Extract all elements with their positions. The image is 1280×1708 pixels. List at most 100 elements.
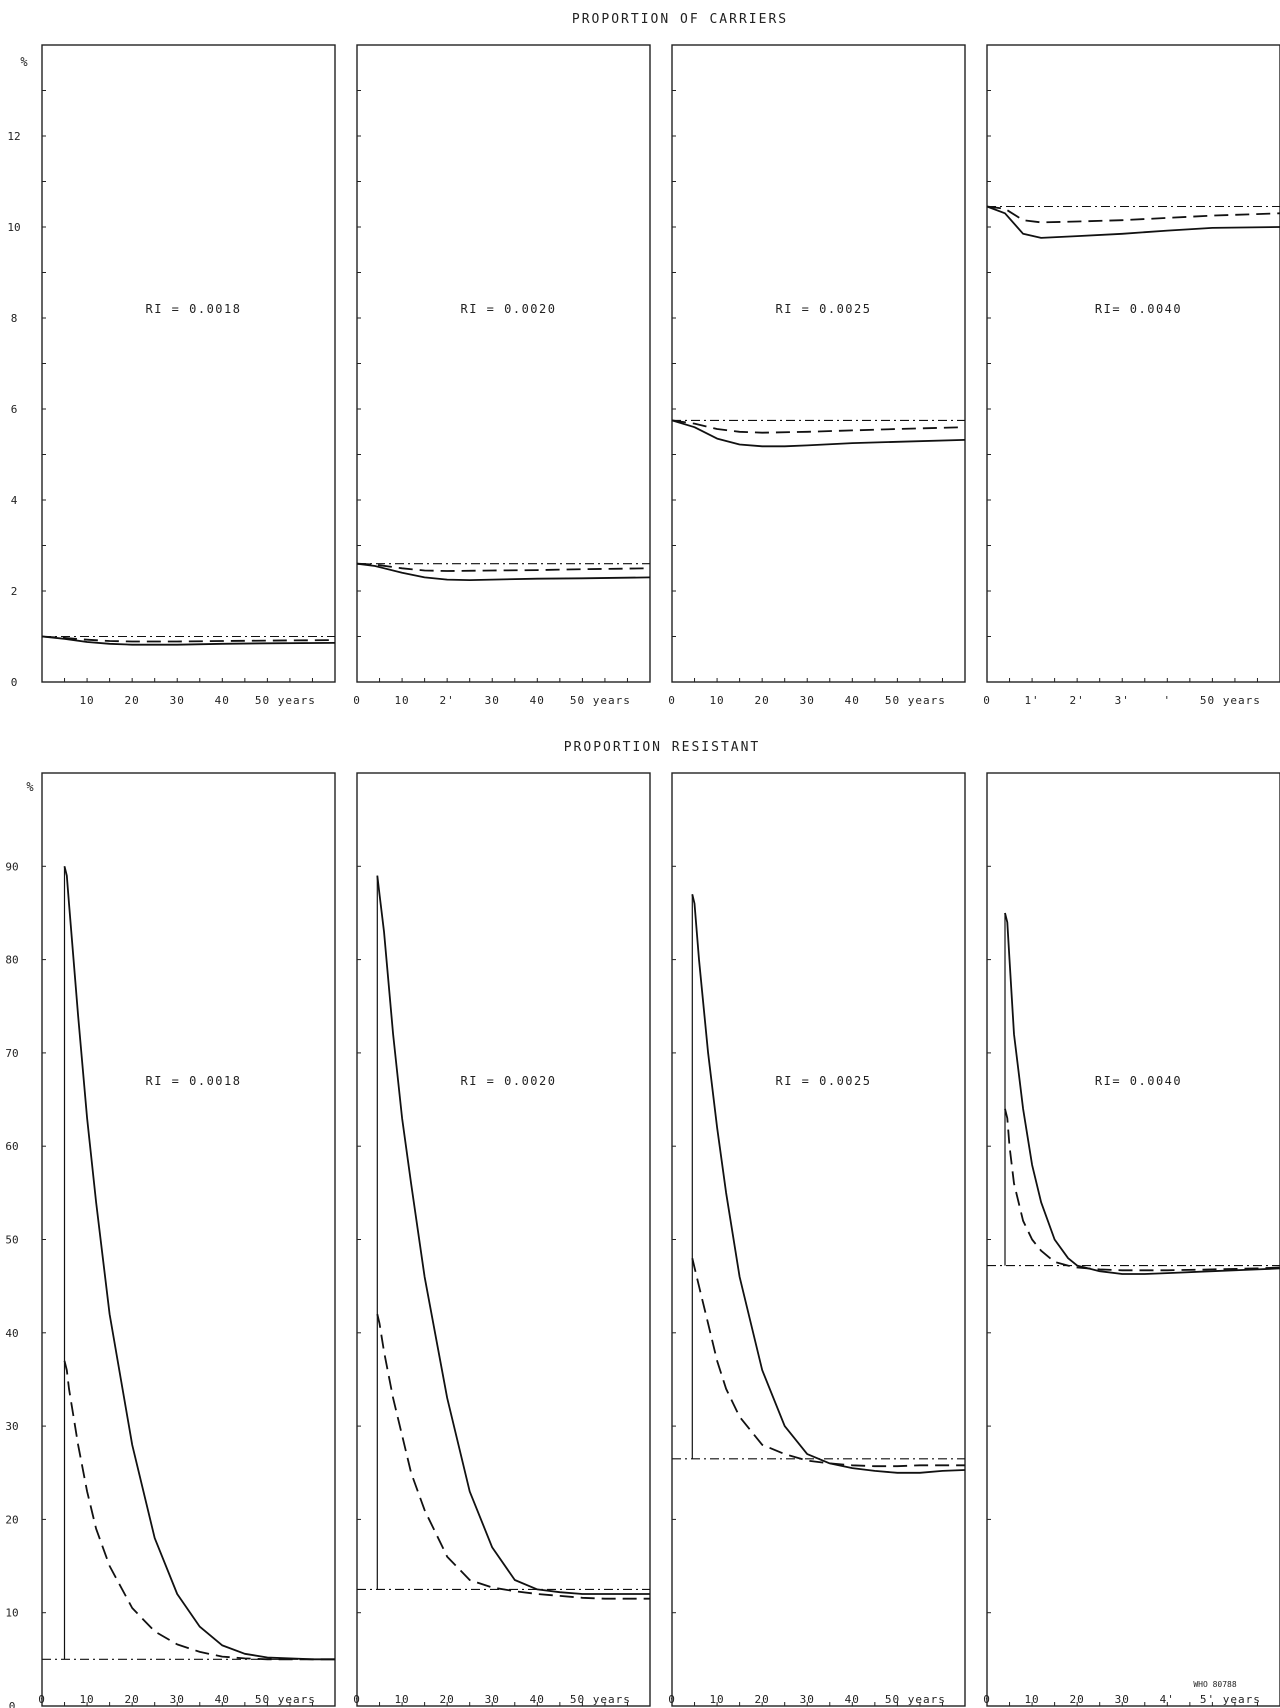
- x-tick-label: 3': [1115, 694, 1130, 707]
- y-tick-label: 80: [5, 954, 18, 967]
- panel-annotation: RI = 0.0020: [461, 302, 557, 316]
- x-tick-label: 30: [800, 694, 815, 707]
- y-tick-label: 90: [5, 860, 18, 873]
- y-tick-label: 12: [7, 130, 20, 143]
- x-tick-label: 10: [1024, 1693, 1039, 1706]
- x-tick-label: 50 years: [885, 1693, 946, 1706]
- x-tick-label: 1': [1024, 694, 1039, 707]
- y-tick-label: 0: [11, 676, 18, 689]
- y-tick-label: 8: [11, 312, 18, 325]
- x-tick-label: 10: [709, 694, 724, 707]
- x-tick-label: 20: [1070, 1693, 1085, 1706]
- panel-frame: [356, 44, 651, 683]
- x-tick-label: 50 years: [885, 694, 946, 707]
- panel-1-2: 0 10 20 30 40 50 years RI = 0.0025: [668, 772, 966, 1707]
- series-line-dashed: [63, 1360, 335, 1661]
- x-tick-label: 5' years: [1200, 1693, 1261, 1706]
- series-line-solid: [41, 635, 336, 646]
- series-line-dashed: [691, 1257, 965, 1468]
- series-line-solid: [691, 894, 966, 1474]
- x-tick-label: 0: [353, 694, 361, 707]
- y-tick-label: 10: [7, 221, 20, 234]
- chart-title-resistant: PROPORTION RESISTANT: [564, 740, 761, 755]
- y-tick-label: 4: [11, 494, 18, 507]
- x-tick-label: 40: [215, 1693, 230, 1706]
- panel-0-1: 0 10 2' 30 40 50 years RI = 0.0020: [353, 44, 651, 707]
- x-tick-label: 30: [485, 694, 500, 707]
- panel-frame: [671, 44, 966, 683]
- series-line-dashed: [1004, 1108, 1280, 1272]
- x-tick-label: 20: [755, 1693, 770, 1706]
- x-tick-label: 50 years: [1200, 694, 1261, 707]
- x-tick-label: 0: [983, 694, 991, 707]
- x-tick-label: 50 years: [255, 694, 316, 707]
- footnote: WHO 80788: [1193, 1680, 1237, 1689]
- x-tick-label: 30: [485, 1693, 500, 1706]
- panel-1-0: 0 10 20 30 40 50 years RI = 0.0018: [38, 772, 336, 1707]
- x-tick-label: 10: [709, 1693, 724, 1706]
- x-tick-label: 4': [1160, 1693, 1175, 1706]
- x-tick-label: 0: [353, 1693, 361, 1706]
- panel-frame: [986, 44, 1280, 683]
- y-tick-label: 20: [5, 1513, 18, 1526]
- y-tick-label: 30: [5, 1420, 18, 1433]
- x-tick-label: 20: [125, 694, 140, 707]
- x-tick-label: 10: [394, 1693, 409, 1706]
- y-tick-label: 2: [11, 585, 18, 598]
- y-tick-label: 60: [5, 1140, 18, 1153]
- x-tick-label: 30: [800, 1693, 815, 1706]
- x-tick-label: 2': [440, 694, 455, 707]
- x-tick-label: ': [1163, 694, 1171, 707]
- panel-0-2: 0 10 20 30 40 50 years RI = 0.0025: [668, 44, 966, 707]
- x-tick-label: 40: [845, 1693, 860, 1706]
- x-tick-label: 0: [668, 694, 676, 707]
- panel-frame: [41, 772, 336, 1707]
- panel-frame: [986, 772, 1280, 1707]
- series-line-solid: [356, 562, 651, 581]
- panel-frame: [41, 44, 336, 683]
- chart-title-carriers: PROPORTION OF CARRIERS: [572, 12, 788, 27]
- x-tick-label: 30: [170, 694, 185, 707]
- panel-annotation: RI = 0.0018: [146, 302, 242, 316]
- series-line-solid: [671, 419, 966, 448]
- y-tick-label: 6: [11, 403, 18, 416]
- y-axis-unit-carriers: %: [20, 55, 28, 69]
- panel-frame: [671, 772, 966, 1707]
- x-tick-label: 10: [79, 694, 94, 707]
- x-tick-label: 50 years: [570, 1693, 631, 1706]
- x-tick-label: 40: [530, 694, 545, 707]
- x-tick-label: 0: [983, 1693, 991, 1706]
- panel-annotation: RI= 0.0040: [1095, 302, 1182, 316]
- panel-1-1: 0 10 20 30 40 50 years RI = 0.0020: [353, 772, 651, 1707]
- x-tick-label: 0: [38, 1693, 46, 1706]
- x-tick-label: 10: [394, 694, 409, 707]
- x-tick-label: 2': [1070, 694, 1085, 707]
- panel-annotation: RI = 0.0020: [461, 1074, 557, 1088]
- series-line-solid: [1004, 912, 1280, 1275]
- y-tick-label: 10: [5, 1607, 18, 1620]
- series-line-solid: [63, 866, 335, 1661]
- x-tick-label: 30: [170, 1693, 185, 1706]
- x-tick-label: 40: [215, 694, 230, 707]
- panel-annotation: RI = 0.0018: [146, 1074, 242, 1088]
- panel-annotation: RI= 0.0040: [1095, 1074, 1182, 1088]
- series-line-dashed: [671, 419, 966, 434]
- series-line-dashed: [41, 635, 336, 643]
- panel-annotation: RI = 0.0025: [776, 1074, 872, 1088]
- y-tick-label: 70: [5, 1047, 18, 1060]
- panel-0-0: 10 20 30 40 50 years RI = 0.0018: [41, 44, 336, 707]
- panel-frame: [356, 772, 651, 1707]
- series-line-dashed: [986, 205, 1280, 224]
- x-tick-label: 20: [440, 1693, 455, 1706]
- series-line-dashed: [356, 562, 651, 572]
- y-tick-label: 0: [9, 1700, 16, 1708]
- x-tick-label: 40: [530, 1693, 545, 1706]
- x-tick-label: 50 years: [570, 694, 631, 707]
- x-tick-label: 50 years: [255, 1693, 316, 1706]
- panel-0-3: 0 1' 2' 3' ' 50 years RI= 0.0040: [983, 44, 1280, 707]
- y-tick-label: 40: [5, 1327, 18, 1340]
- y-axis-unit-resistant: %: [26, 780, 34, 794]
- panel-1-3: 0 10 20 30 4' 5' years RI= 0.0040: [983, 772, 1280, 1707]
- x-tick-label: 20: [755, 694, 770, 707]
